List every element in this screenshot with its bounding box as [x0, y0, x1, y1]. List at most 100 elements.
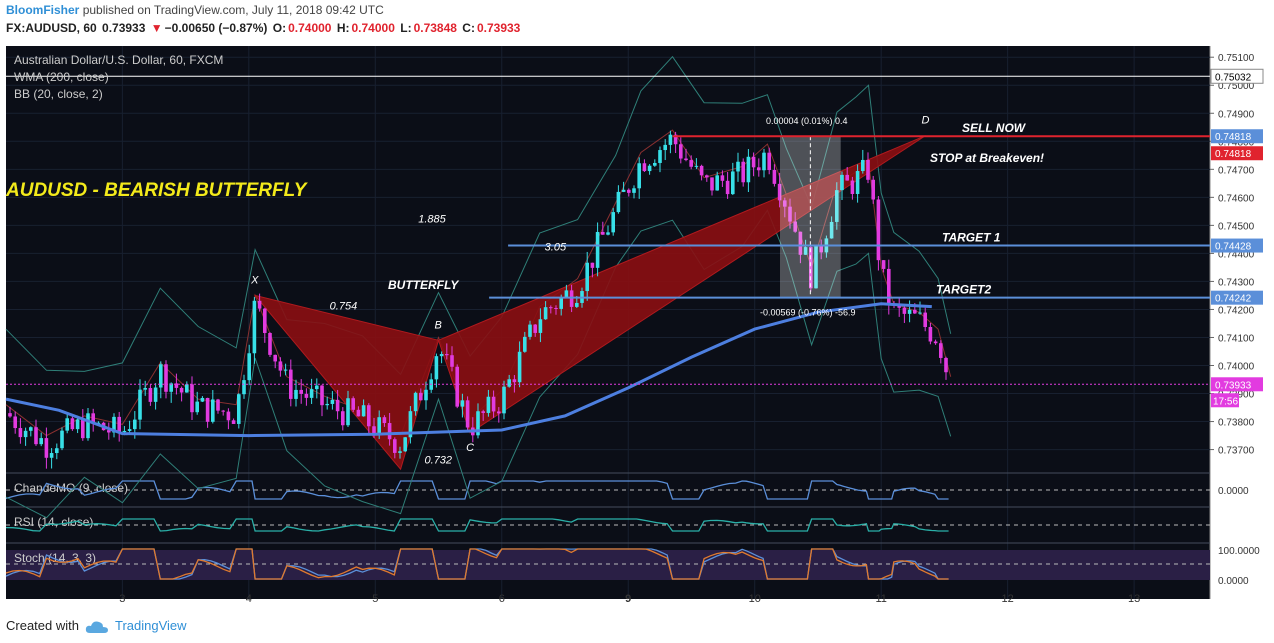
candle-body: [684, 158, 688, 161]
y-tick-label: 0.75000: [1218, 81, 1255, 92]
candle-body: [491, 396, 496, 412]
level-label: TARGET2: [936, 283, 991, 297]
candle-body: [866, 159, 870, 180]
y-tick-label: 0.74100: [1218, 333, 1255, 344]
fib-label: 1.885: [418, 214, 446, 226]
bb-upper: [5, 55, 952, 376]
candle-body: [117, 416, 121, 433]
candle-body: [840, 174, 844, 191]
price-badge-label: 0.74818: [1215, 132, 1252, 143]
candle-body: [902, 307, 907, 314]
candle-body: [387, 423, 392, 440]
y-tick-label: 0.75100: [1218, 53, 1255, 64]
candle-body: [616, 191, 621, 213]
oscillator-line: [5, 480, 949, 500]
x-tick-label: 9: [625, 593, 631, 605]
pattern-bcd: [437, 135, 926, 434]
footer: Created with TradingView: [6, 618, 187, 634]
candle-body: [294, 389, 298, 399]
tradingview-link[interactable]: TradingView: [114, 618, 187, 633]
candle-body: [398, 451, 402, 453]
candle-body: [881, 260, 886, 269]
candle-body: [668, 134, 673, 145]
candle-body: [174, 383, 179, 388]
candle-body: [918, 312, 922, 314]
candle-body: [413, 392, 418, 412]
candle-body: [216, 399, 220, 411]
candle-body: [382, 417, 387, 424]
pane-tick-label: 0.0000: [1218, 576, 1249, 587]
price-chart[interactable]: ChandeMO (9, close) RSI (14, close) Stoch …: [0, 40, 1274, 605]
candle-body: [304, 393, 309, 398]
butterfly-pattern: X B C D: [250, 115, 929, 471]
candle-body: [408, 411, 413, 438]
y-tick-label: 0.73800: [1218, 418, 1255, 429]
candle-body: [621, 189, 626, 192]
x-tick-label: 13: [1128, 593, 1140, 605]
tradingview-cloud-icon: [85, 621, 108, 633]
candle-body: [653, 162, 657, 166]
candle-body: [538, 319, 543, 333]
candle-body: [55, 448, 59, 454]
candle-body: [39, 438, 43, 445]
candle-body: [133, 419, 137, 430]
fib-label: 3.05: [545, 242, 567, 254]
candle-body: [138, 389, 142, 420]
candle-body: [705, 175, 709, 178]
pane-title: Stoch (14, 3, 3): [14, 551, 96, 565]
candles: [8, 130, 948, 469]
candle-body: [933, 341, 938, 344]
candle-body: [486, 396, 491, 413]
high-label: H:: [336, 21, 350, 35]
candle-body: [887, 268, 891, 304]
candle-body: [237, 394, 241, 424]
y-tick-label: 0.74900: [1218, 109, 1255, 120]
candle-body: [29, 427, 33, 431]
candle-body: [512, 379, 517, 383]
candle-body: [767, 152, 771, 171]
oscillator-line: [5, 518, 949, 532]
price-badge-label: 0.74818: [1215, 149, 1252, 160]
y-tick-label: 0.74000: [1218, 362, 1255, 373]
x-tick-label: 5: [372, 593, 378, 605]
pane-tick-label: 0.0000: [1218, 486, 1249, 497]
candle-body: [195, 401, 199, 413]
candle-body: [190, 384, 194, 413]
candle-body: [439, 354, 444, 357]
candle-body: [533, 324, 537, 333]
candle-body: [632, 188, 636, 193]
author-link[interactable]: BloomFisher: [6, 3, 80, 17]
stop-note: STOP at Breakeven!: [930, 151, 1044, 165]
candle-body: [403, 437, 407, 452]
candle-body: [361, 405, 366, 417]
pattern-point-label: D: [921, 115, 929, 127]
fib-label: 0.732: [425, 455, 453, 467]
candle-body: [502, 386, 506, 414]
candle-body: [330, 399, 335, 404]
candle-body: [107, 430, 111, 433]
price-badge: [1210, 68, 1264, 84]
candle-body: [122, 430, 127, 433]
candle-body: [741, 161, 745, 183]
candle-body: [861, 159, 865, 172]
candle-body: [315, 385, 319, 390]
created-with-text: Created with: [6, 618, 79, 633]
ohlc-line: FX:AUDUSD, 60 0.73933 ▼ −0.00650 (−0.87%)…: [6, 21, 522, 35]
candle-body: [445, 354, 449, 356]
candle-body: [731, 171, 735, 195]
x-tick-label: 3: [119, 593, 125, 605]
candle-body: [803, 247, 808, 255]
candle-body: [788, 206, 792, 222]
candle-body: [226, 411, 231, 421]
candle-body: [777, 183, 782, 201]
candle-body: [923, 312, 927, 327]
close-label: C:: [462, 21, 475, 35]
countdown-label: 17:56: [1213, 396, 1238, 407]
candle-body: [829, 221, 834, 239]
candle-body: [169, 383, 173, 392]
price-badge-label: 0.75032: [1215, 72, 1252, 83]
measure-top-label: 0.00004 (0.01%) 0.4: [766, 116, 848, 126]
low-value: 0.73848: [413, 21, 457, 35]
candle-body: [517, 351, 522, 383]
candle-body: [543, 307, 548, 320]
